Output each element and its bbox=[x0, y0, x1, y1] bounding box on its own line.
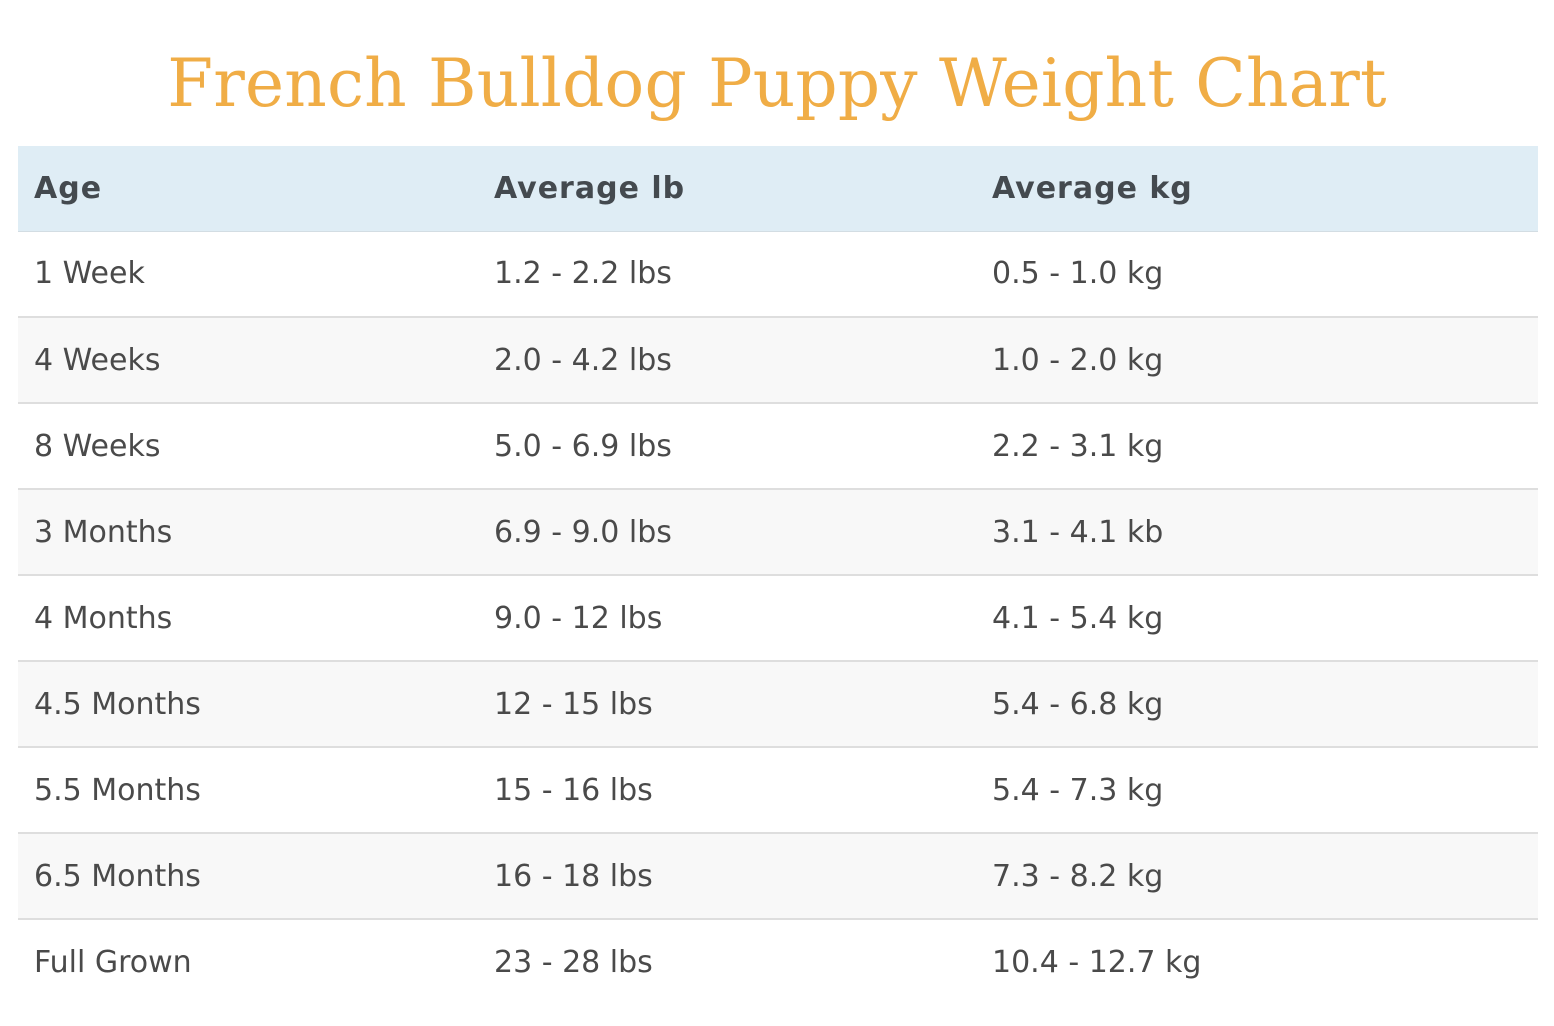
table-row: 1 Week 1.2 - 2.2 lbs 0.5 - 1.0 kg bbox=[18, 231, 1538, 318]
cell-average-kg: 4.1 - 5.4 kg bbox=[992, 575, 1538, 662]
header-average-kg: Average kg bbox=[992, 146, 1538, 232]
table-row: 4 Weeks 2.0 - 4.2 lbs 1.0 - 2.0 kg bbox=[18, 317, 1538, 404]
table-header-row: Age Average lb Average kg bbox=[18, 146, 1538, 232]
table-row: 4 Months 9.0 - 12 lbs 4.1 - 5.4 kg bbox=[18, 575, 1538, 662]
cell-average-kg: 2.2 - 3.1 kg bbox=[992, 403, 1538, 490]
cell-average-lb: 1.2 - 2.2 lbs bbox=[494, 231, 992, 318]
table-row: 4.5 Months 12 - 15 lbs 5.4 - 6.8 kg bbox=[18, 661, 1538, 748]
cell-average-lb: 6.9 - 9.0 lbs bbox=[494, 489, 992, 576]
cell-average-lb: 12 - 15 lbs bbox=[494, 661, 992, 748]
cell-average-lb: 9.0 - 12 lbs bbox=[494, 575, 992, 662]
weight-table: Age Average lb Average kg 1 Week 1.2 - 2… bbox=[18, 146, 1538, 1005]
table-row: Full Grown 23 - 28 lbs 10.4 - 12.7 kg bbox=[18, 919, 1538, 1005]
table-row: 6.5 Months 16 - 18 lbs 7.3 - 8.2 kg bbox=[18, 833, 1538, 920]
cell-age: Full Grown bbox=[34, 945, 192, 980]
page-title: French Bulldog Puppy Weight Chart bbox=[167, 45, 1387, 122]
cell-age: 5.5 Months bbox=[18, 747, 494, 834]
cell-average-lb: 16 - 18 lbs bbox=[494, 833, 992, 920]
cell-age: 4.5 Months bbox=[18, 661, 494, 748]
cell-average-kg: 7.3 - 8.2 kg bbox=[992, 833, 1538, 920]
table-body: 1 Week 1.2 - 2.2 lbs 0.5 - 1.0 kg 4 Week… bbox=[18, 231, 1538, 1005]
cell-age: 4 Months bbox=[18, 575, 494, 662]
cell-age: 3 Months bbox=[18, 489, 494, 576]
cell-average-kg: 0.5 - 1.0 kg bbox=[992, 231, 1538, 318]
cell-average-lb: 5.0 - 6.9 lbs bbox=[494, 403, 992, 490]
cell-average-kg: 5.4 - 7.3 kg bbox=[992, 747, 1538, 834]
table-row: 8 Weeks 5.0 - 6.9 lbs 2.2 - 3.1 kg bbox=[18, 403, 1538, 490]
cell-age: 8 Weeks bbox=[18, 403, 494, 490]
cell-average-kg: 3.1 - 4.1 kb bbox=[992, 489, 1538, 576]
cell-average-lb: 2.0 - 4.2 lbs bbox=[494, 317, 992, 404]
cell-age: 1 Week bbox=[18, 231, 494, 318]
table-row: 5.5 Months 15 - 16 lbs 5.4 - 7.3 kg bbox=[18, 747, 1538, 834]
cell-average-kg: 5.4 - 6.8 kg bbox=[992, 661, 1538, 748]
cell-age: 6.5 Months bbox=[18, 833, 494, 920]
table-header: Age Average lb Average kg bbox=[18, 146, 1538, 232]
cell-age: 4 Weeks bbox=[18, 317, 494, 404]
header-average-lb: Average lb bbox=[494, 146, 992, 232]
cell-average-lb: 23 - 28 lbs bbox=[494, 945, 653, 980]
cell-average-kg: 1.0 - 2.0 kg bbox=[992, 317, 1538, 404]
cell-average-lb: 15 - 16 lbs bbox=[494, 747, 992, 834]
cell-average-kg: 10.4 - 12.7 kg bbox=[992, 945, 1202, 980]
header-age: Age bbox=[18, 146, 494, 232]
table-row: 3 Months 6.9 - 9.0 lbs 3.1 - 4.1 kb bbox=[18, 489, 1538, 576]
